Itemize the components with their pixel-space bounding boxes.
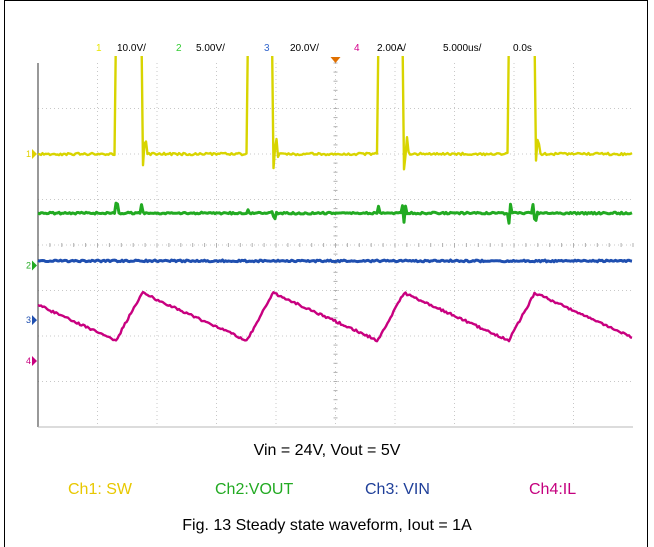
figure-caption: Fig. 13 Steady state waveform, Iout = 1A <box>0 517 654 535</box>
scope-traces <box>38 56 632 341</box>
trace-ch2-vout <box>38 203 632 223</box>
svg-text:3: 3 <box>26 315 31 325</box>
ch4-scale: 2.00A/ <box>377 43 406 54</box>
channel-4-marker: 4 <box>26 356 37 366</box>
condition-caption: Vin = 24V, Vout = 5V <box>0 442 654 460</box>
ch4-number: 4 <box>354 43 360 54</box>
legend-ch3: Ch3: VIN <box>365 481 430 499</box>
ch1-scale: 10.0V/ <box>117 43 146 54</box>
ch1-number: 1 <box>96 43 102 54</box>
trigger-delay: 0.0s <box>513 43 532 54</box>
ch3-number: 3 <box>264 43 270 54</box>
svg-text:2: 2 <box>26 260 31 270</box>
scope-grid <box>38 57 633 427</box>
ch2-number: 2 <box>176 43 182 54</box>
timebase: 5.000us/ <box>443 43 481 54</box>
legend-ch2: Ch2:VOUT <box>215 481 293 499</box>
svg-text:4: 4 <box>26 356 31 366</box>
oscilloscope-plot: 1 2 3 4 <box>0 56 654 428</box>
channel-1-marker: 1 <box>26 149 37 159</box>
scope-header: 1 10.0V/ 2 5.00V/ 3 20.0V/ 4 2.00A/ 5.00… <box>0 43 654 57</box>
channel-3-marker: 3 <box>26 315 37 325</box>
ch2-scale: 5.00V/ <box>196 43 225 54</box>
svg-text:1: 1 <box>26 149 31 159</box>
ch3-scale: 20.0V/ <box>290 43 319 54</box>
channel-2-marker: 2 <box>26 260 37 270</box>
trace-ch3-vin <box>38 260 632 262</box>
trace-ch1-sw <box>38 56 632 169</box>
trigger-marker <box>331 57 341 63</box>
legend-ch4: Ch4:IL <box>529 481 576 499</box>
channel-markers: 1 2 3 4 <box>26 149 37 366</box>
legend-ch1: Ch1: SW <box>68 481 132 499</box>
